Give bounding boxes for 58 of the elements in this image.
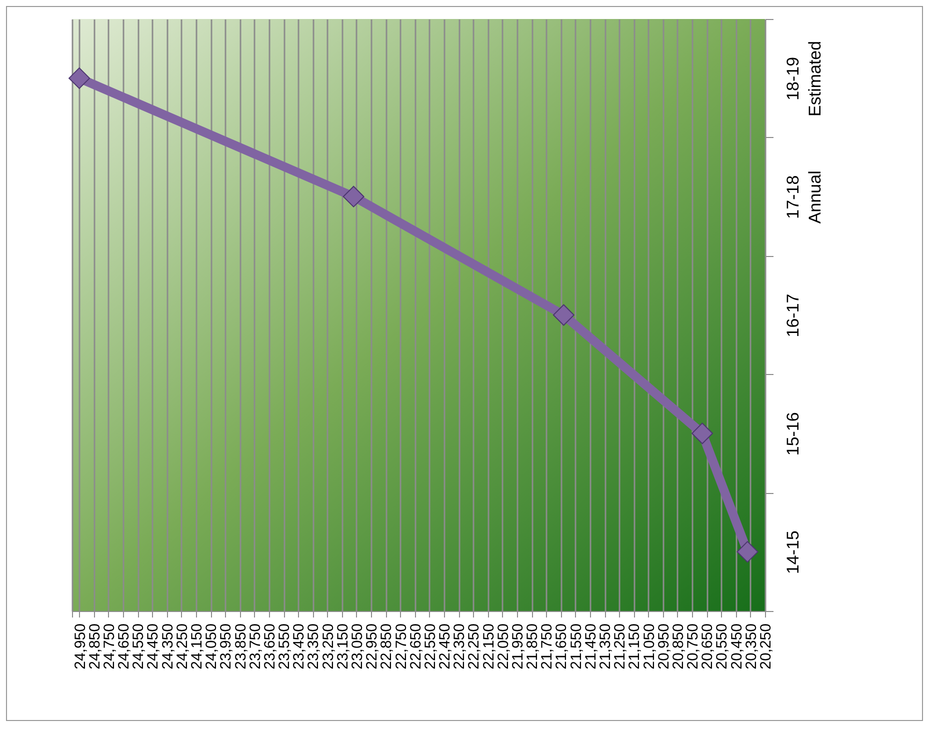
x-tick-label: 20,350 — [742, 624, 760, 670]
x-tick-label: 22,550 — [422, 624, 439, 670]
x-tick-label: 22,350 — [451, 624, 468, 670]
x-tick-label: 21,150 — [626, 624, 644, 670]
x-tick-label: 23,050 — [348, 624, 366, 670]
x-tick-label: 23,550 — [276, 624, 294, 670]
point — [692, 422, 714, 444]
x-tick-label: 22,250 — [466, 624, 483, 670]
y-tick-label: 14-15 — [784, 530, 802, 574]
x-tick-label: 22,050 — [494, 624, 512, 670]
x-tick-label: 21,650 — [553, 624, 570, 670]
x-tick-label: 21,750 — [538, 624, 556, 670]
x-tick-label: 23,250 — [320, 624, 337, 670]
x-tick-label: 21,550 — [568, 624, 585, 670]
x-tick-label: 22,950 — [364, 624, 381, 670]
x-tick-label: 23,150 — [334, 624, 352, 670]
x-tick-label: 20,550 — [714, 624, 731, 670]
x-tick-label: 22,750 — [392, 624, 410, 670]
x-tick-label: 21,350 — [597, 624, 614, 670]
x-tick-label: 21,050 — [640, 624, 658, 670]
x-tick-label: 23,850 — [232, 624, 250, 670]
x-tick-label: 23,450 — [290, 624, 308, 670]
point — [68, 67, 90, 89]
point — [342, 186, 364, 208]
x-tick-label: 21,850 — [524, 624, 542, 670]
point — [552, 304, 574, 326]
x-tick-label: 24,650 — [116, 624, 133, 670]
x-tick-label: 21,950 — [509, 624, 526, 670]
y-tick-label: 15-16 — [784, 412, 802, 456]
point — [736, 541, 758, 563]
x-tick-label: 22,150 — [480, 624, 498, 670]
x-tick-label: 20,250 — [758, 624, 774, 670]
x-tick-label: 23,950 — [218, 624, 235, 670]
y-tick-label: 17-18 Annual — [784, 170, 824, 224]
x-tick-label: 24,450 — [144, 624, 162, 670]
x-tick-label: 23,750 — [246, 624, 264, 670]
x-tick-label: 24,550 — [130, 624, 148, 670]
x-tick-label: 22,450 — [436, 624, 454, 670]
x-tick-label: 22,650 — [407, 624, 424, 670]
x-tick-label: 21,450 — [582, 624, 600, 670]
x-tick-label: 20,850 — [670, 624, 687, 670]
x-tick-label: 23,650 — [261, 624, 278, 670]
x-tick-label: 24,350 — [159, 624, 176, 670]
x-tick-label: 21,250 — [612, 624, 629, 670]
x-tick-label: 20,450 — [728, 624, 746, 670]
y-tick-label: 16-17 — [784, 294, 802, 338]
x-tick-label: 22,850 — [378, 624, 396, 670]
x-tick-label: 24,850 — [86, 624, 104, 670]
x-tick-label: 24,750 — [100, 624, 118, 670]
x-tick-label: 23,350 — [305, 624, 322, 670]
y-tick-label: 18-19 Estimated — [784, 40, 824, 116]
x-tick-label: 24,150 — [188, 624, 206, 670]
x-tick-label: 20,750 — [684, 624, 702, 670]
x-tick-label: 20,650 — [699, 624, 716, 670]
x-tick-label: 24,250 — [174, 624, 191, 670]
x-tick-label: 24,950 — [72, 624, 89, 670]
x-tick-label: 20,950 — [655, 624, 672, 670]
x-tick-label: 24,050 — [203, 624, 220, 670]
